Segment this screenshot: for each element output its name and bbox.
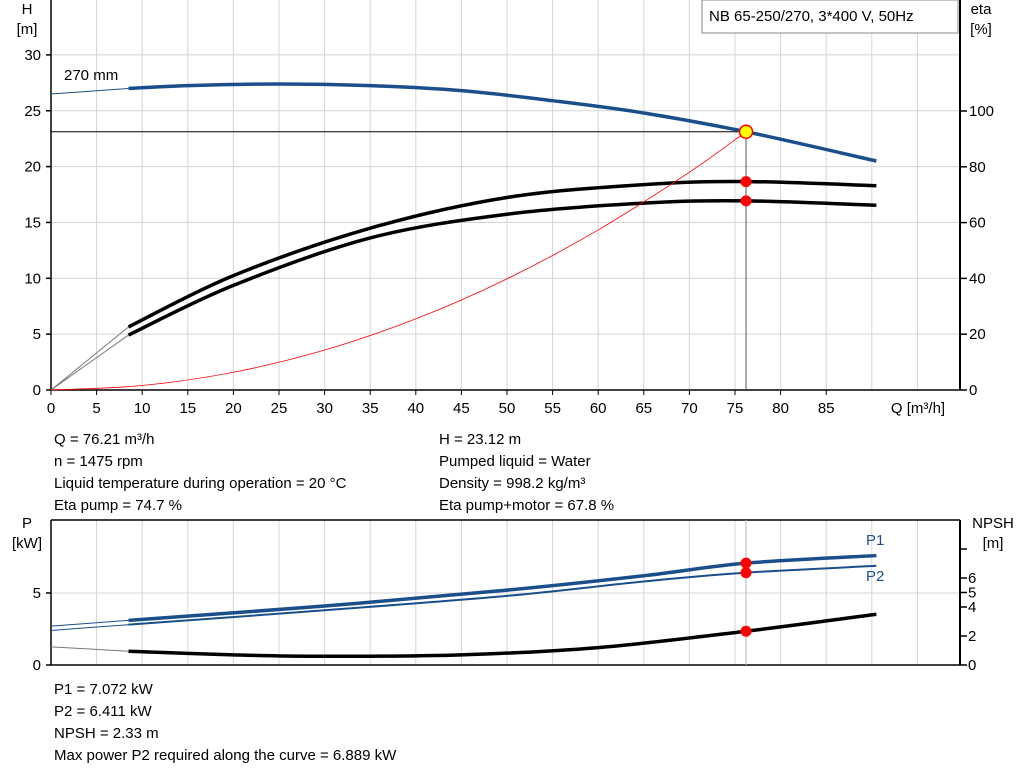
y2-tick-label: 20 xyxy=(969,326,986,343)
y-tick-label: 0 xyxy=(33,657,41,674)
y-tick-label: 0 xyxy=(33,382,41,399)
x-tick-label: 20 xyxy=(225,400,242,417)
y-tick-label: 20 xyxy=(24,159,41,176)
y2-tick-label: 60 xyxy=(969,215,986,232)
info-speed: n = 1475 rpm xyxy=(54,453,143,470)
eta-pump-motor-marker xyxy=(740,195,752,207)
info-max-power: Max power P2 required along the curve = … xyxy=(54,747,397,764)
y-tick-label: 5 xyxy=(33,326,41,343)
info-p2: P2 = 6.411 kW xyxy=(54,703,152,720)
x-tick-label: 55 xyxy=(544,400,561,417)
info-flow: Q = 76.21 m³/h xyxy=(54,431,155,448)
info-liquid-temperature: Liquid temperature during operation = 20… xyxy=(54,475,347,492)
system-curve xyxy=(50,131,747,391)
y-tick-label: 30 xyxy=(24,47,41,64)
x-tick-label: 0 xyxy=(47,400,55,417)
eta-2-curve-extension xyxy=(50,334,129,391)
eta-2-curve xyxy=(127,198,877,337)
x-tick-label: 85 xyxy=(818,400,835,417)
operating-point-marker[interactable] xyxy=(738,124,754,139)
eta-pump-marker xyxy=(740,176,752,188)
x-tick-label: 40 xyxy=(407,400,424,417)
info-eta-pump: Eta pump = 74.7 % xyxy=(54,497,182,514)
x-tick-label: 15 xyxy=(179,400,196,417)
p2-curve-extension xyxy=(50,624,129,631)
270-mm-curve xyxy=(128,82,877,163)
y2-tick-label: 2 xyxy=(968,628,976,645)
x-tick-label: 50 xyxy=(499,400,516,417)
p1-marker xyxy=(740,557,752,569)
eta-1-curve xyxy=(127,179,877,329)
npsh-2-curve xyxy=(128,612,877,659)
y2-axis-unit: [%] xyxy=(970,21,992,38)
270-mm-curve-extension xyxy=(50,87,129,95)
x-tick-label: 25 xyxy=(271,400,288,417)
eta-1-curve-extension xyxy=(50,326,129,391)
curve-label-p1: P1 xyxy=(866,532,884,549)
p1-curve xyxy=(128,553,877,623)
pump-title: NB 65-250/270, 3*400 V, 50Hz xyxy=(709,8,914,25)
x-tick-label: 30 xyxy=(316,400,333,417)
title-box xyxy=(701,0,959,34)
x-tick-label: 70 xyxy=(681,400,698,417)
x-tick-label: 65 xyxy=(635,400,652,417)
y-tick-label: 5 xyxy=(33,585,41,602)
y2-axis-label: NPSH xyxy=(972,515,1014,532)
p2-curve xyxy=(128,564,877,626)
x-tick-label: 5 xyxy=(92,400,100,417)
curve-label-270mm: 270 mm xyxy=(64,67,118,84)
p2-marker xyxy=(740,567,752,579)
npsh-2-curve-extension xyxy=(50,646,129,652)
info-p1: P1 = 7.072 kW xyxy=(54,681,153,698)
info-eta-pump-motor: Eta pump+motor = 67.8 % xyxy=(439,497,615,514)
y2-axis-unit: [m] xyxy=(983,535,1004,552)
info-pumped-liquid: Pumped liquid = Water xyxy=(439,453,591,470)
x-tick-label: 10 xyxy=(134,400,151,417)
y2-tick-label: 6 xyxy=(968,570,976,587)
info-top-left: Q = 76.21 m³/h n = 1475 rpm Liquid tempe… xyxy=(54,429,346,517)
info-npsh: NPSH = 2.33 m xyxy=(54,725,159,742)
y2-tick-label: 100 xyxy=(969,103,994,120)
x-tick-label: 45 xyxy=(453,400,470,417)
x-tick-label: 75 xyxy=(727,400,744,417)
y-tick-label: 15 xyxy=(24,214,41,231)
y2-tick-label: 4 xyxy=(968,599,976,616)
x-axis-label: Q [m³/h] xyxy=(891,400,945,417)
y2-tick-label: 0 xyxy=(969,382,977,399)
x-tick-label: 60 xyxy=(590,400,607,417)
y2-tick-label: 40 xyxy=(969,270,986,287)
npsh-marker xyxy=(740,625,752,637)
y2-tick-label: 5 xyxy=(968,585,976,602)
y-axis-unit: [m] xyxy=(17,21,38,38)
p1-curve-extension xyxy=(50,619,129,627)
info-density: Density = 998.2 kg/m³ xyxy=(439,475,586,492)
curve-label-p2: P2 xyxy=(866,568,884,585)
x-tick-label: 35 xyxy=(362,400,379,417)
y-tick-label: 10 xyxy=(24,270,41,287)
y-axis-unit: [kW] xyxy=(12,535,42,552)
info-bottom: P1 = 7.072 kW P2 = 6.411 kW NPSH = 2.33 … xyxy=(54,679,396,767)
y2-tick-label: 80 xyxy=(969,159,986,176)
info-top-right: H = 23.12 m Pumped liquid = Water Densit… xyxy=(439,429,614,517)
info-head: H = 23.12 m xyxy=(439,431,522,448)
y-tick-label: 25 xyxy=(24,103,41,120)
x-tick-label: 80 xyxy=(772,400,789,417)
y-axis-label: H xyxy=(22,1,33,18)
y2-axis-label: eta xyxy=(971,1,993,18)
y2-tick-label: 0 xyxy=(968,657,976,674)
y-axis-label: P xyxy=(22,515,32,532)
